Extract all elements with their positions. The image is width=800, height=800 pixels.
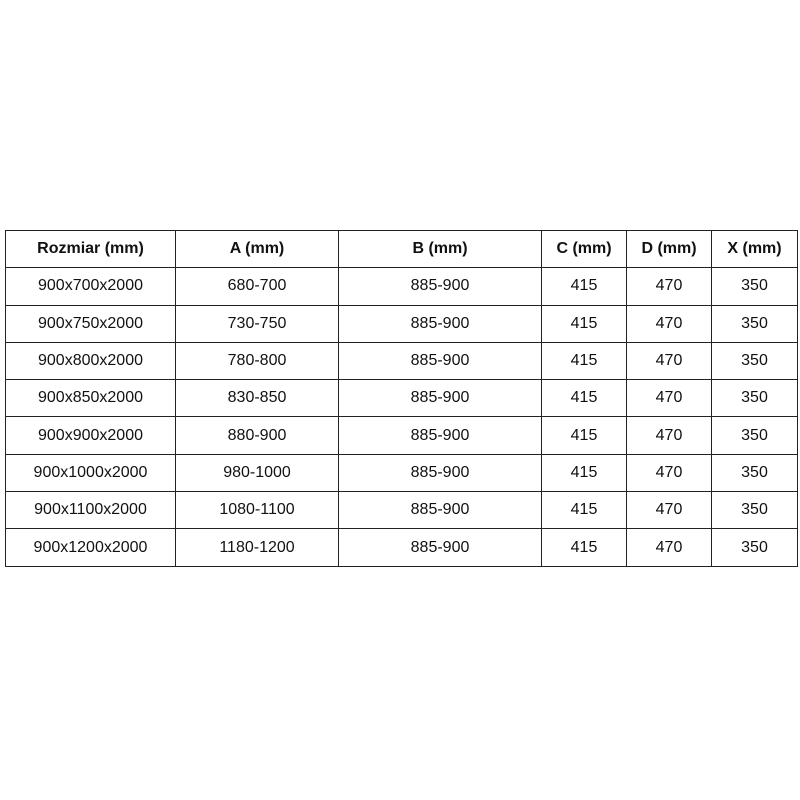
cell-c: 415 [541, 341, 627, 381]
dimensions-table: Rozmiar (mm) A (mm) B (mm) C (mm) D (mm)… [5, 229, 798, 567]
cell-b: 885-900 [338, 453, 542, 493]
header-row: Rozmiar (mm) A (mm) B (mm) C (mm) D (mm)… [5, 229, 798, 269]
cell-a: 1180-1200 [175, 528, 339, 567]
header-x: X (mm) [711, 229, 798, 269]
cell-a: 980-1000 [175, 453, 339, 493]
cell-c: 415 [541, 491, 627, 530]
table-row: 900x800x2000 780-800 885-900 415 470 350 [5, 341, 798, 381]
cell-c: 415 [541, 416, 627, 455]
cell-size: 900x850x2000 [5, 379, 176, 418]
table-row: 900x850x2000 830-850 885-900 415 470 350 [5, 379, 798, 418]
cell-size: 900x1000x2000 [5, 453, 176, 493]
table-row: 900x900x2000 880-900 885-900 415 470 350 [5, 416, 798, 455]
cell-a: 780-800 [175, 341, 339, 381]
cell-x: 350 [711, 304, 798, 343]
table-row: 900x1000x2000 980-1000 885-900 415 470 350 [5, 453, 798, 493]
cell-x: 350 [711, 491, 798, 530]
cell-d: 470 [626, 267, 712, 306]
cell-c: 415 [541, 528, 627, 567]
header-size: Rozmiar (mm) [5, 229, 176, 269]
header-c: C (mm) [541, 229, 627, 269]
cell-c: 415 [541, 379, 627, 418]
header-a: A (mm) [175, 229, 339, 269]
cell-d: 470 [626, 453, 712, 493]
table-row: 900x1200x2000 1180-1200 885-900 415 470 350 [5, 528, 798, 567]
cell-b: 885-900 [338, 379, 542, 418]
header-b: B (mm) [338, 229, 542, 269]
cell-a: 880-900 [175, 416, 339, 455]
cell-d: 470 [626, 304, 712, 343]
cell-b: 885-900 [338, 416, 542, 455]
cell-c: 415 [541, 453, 627, 493]
table-row: 900x750x2000 730-750 885-900 415 470 350 [5, 304, 798, 343]
cell-size: 900x900x2000 [5, 416, 176, 455]
cell-a: 680-700 [175, 267, 339, 306]
cell-b: 885-900 [338, 491, 542, 530]
cell-x: 350 [711, 341, 798, 381]
cell-b: 885-900 [338, 528, 542, 567]
table-row: 900x700x2000 680-700 885-900 415 470 350 [5, 267, 798, 306]
cell-x: 350 [711, 528, 798, 567]
cell-c: 415 [541, 267, 627, 306]
cell-size: 900x800x2000 [5, 341, 176, 381]
table-row: 900x1100x2000 1080-1100 885-900 415 470 350 [5, 491, 798, 530]
cell-d: 470 [626, 341, 712, 381]
cell-a: 1080-1100 [175, 491, 339, 530]
cell-size: 900x1200x2000 [5, 528, 176, 567]
cell-a: 730-750 [175, 304, 339, 343]
cell-x: 350 [711, 453, 798, 493]
cell-d: 470 [626, 528, 712, 567]
cell-c: 415 [541, 304, 627, 343]
cell-d: 470 [626, 379, 712, 418]
cell-x: 350 [711, 379, 798, 418]
cell-size: 900x700x2000 [5, 267, 176, 306]
cell-a: 830-850 [175, 379, 339, 418]
cell-x: 350 [711, 416, 798, 455]
cell-b: 885-900 [338, 341, 542, 381]
cell-x: 350 [711, 267, 798, 306]
cell-b: 885-900 [338, 267, 542, 306]
cell-size: 900x750x2000 [5, 304, 176, 343]
cell-d: 470 [626, 416, 712, 455]
cell-size: 900x1100x2000 [5, 491, 176, 530]
cell-d: 470 [626, 491, 712, 530]
header-d: D (mm) [626, 229, 712, 269]
cell-b: 885-900 [338, 304, 542, 343]
